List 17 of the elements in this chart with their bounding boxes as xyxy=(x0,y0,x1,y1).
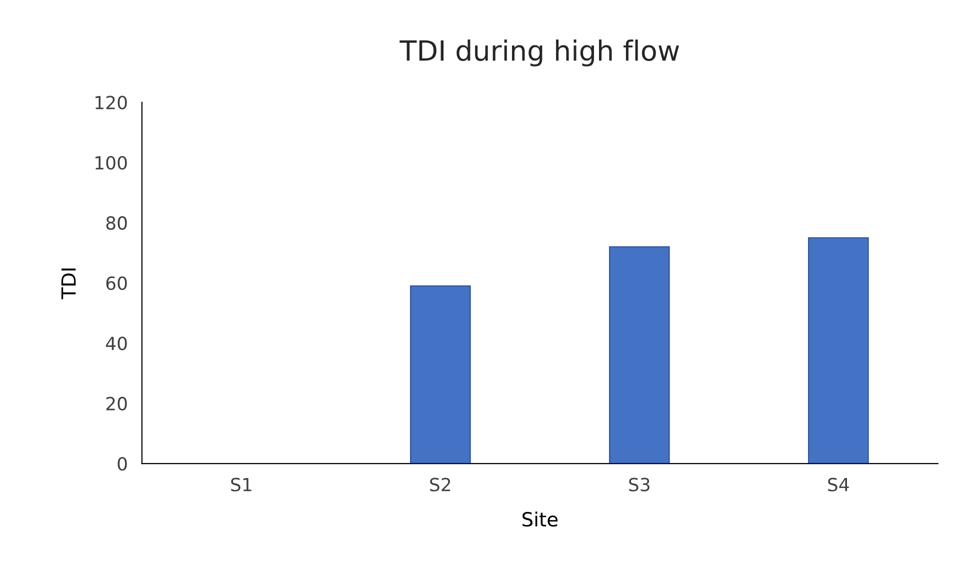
y-axis-title: TDI xyxy=(61,268,76,300)
y-tick-label: 120 xyxy=(96,96,127,110)
x-tick-label: S4 xyxy=(828,478,849,492)
y-tick-label: 20 xyxy=(106,396,127,410)
y-tick-label: 0 xyxy=(118,457,127,471)
bar xyxy=(808,237,869,464)
x-tick-label: S2 xyxy=(430,478,450,492)
y-tick-label: 80 xyxy=(106,216,127,230)
y-tick-label: 100 xyxy=(96,156,127,170)
x-tick-label: S1 xyxy=(231,478,252,492)
x-axis-title: Site xyxy=(522,512,558,527)
bar xyxy=(410,285,471,464)
bar xyxy=(609,246,670,464)
y-tick-label: 60 xyxy=(106,276,127,290)
chart-title: TDI during high flow xyxy=(400,40,679,66)
x-tick-label: S3 xyxy=(629,478,650,492)
y-tick-label: 40 xyxy=(106,336,127,350)
